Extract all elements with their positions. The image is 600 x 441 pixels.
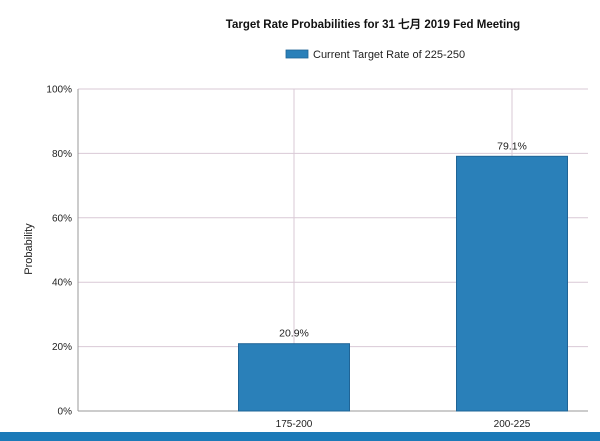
bar (456, 155, 568, 412)
bar (238, 343, 350, 412)
tick-labels: 0% 20% 40% 60% 80% 100% 175-200 200-225 (46, 85, 530, 431)
data-labels: 20.9% 79.1% (279, 140, 527, 339)
grid (77, 88, 588, 412)
x-tick-label: 200-225 (494, 419, 531, 430)
y-tick-label: 40% (52, 278, 72, 289)
data-label: 20.9% (279, 328, 309, 340)
chart-title: Target Rate Probabilities for 31 七月 2019… (226, 17, 520, 31)
legend-swatch (285, 49, 309, 59)
data-label: 79.1% (497, 140, 527, 152)
y-tick-label: 20% (52, 342, 72, 353)
y-axis-label: Probability (23, 223, 35, 275)
x-tick-label: 175-200 (276, 419, 313, 430)
y-tick-label: 0% (58, 407, 73, 418)
y-tick-label: 80% (52, 149, 72, 160)
legend-entry: Current Target Rate of 225-250 (313, 49, 465, 61)
bars (238, 155, 568, 412)
y-tick-label: 100% (46, 85, 72, 96)
legend: Current Target Rate of 225-250 (285, 49, 465, 61)
y-tick-label: 60% (52, 213, 72, 224)
bottom-band (0, 432, 600, 441)
